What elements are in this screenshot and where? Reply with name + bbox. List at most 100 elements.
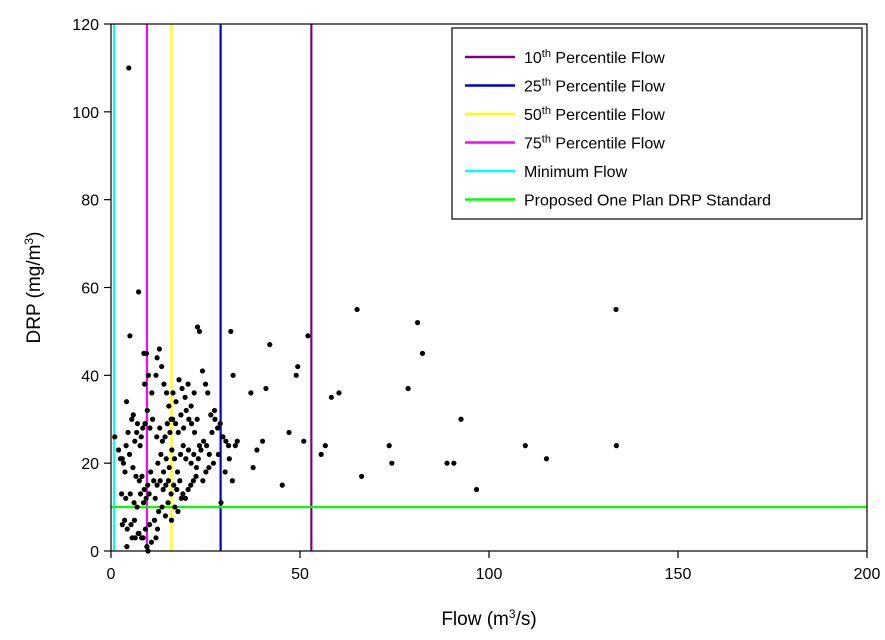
data-point	[203, 382, 208, 387]
data-point	[186, 417, 191, 422]
legend-label: Minimum Flow	[524, 164, 628, 181]
data-point	[189, 403, 194, 408]
data-point	[230, 373, 235, 378]
data-point	[155, 355, 160, 360]
data-point	[122, 518, 127, 523]
data-point	[175, 509, 180, 514]
data-point	[212, 408, 217, 413]
data-point	[122, 469, 127, 474]
data-point	[142, 487, 147, 492]
data-point	[162, 434, 167, 439]
x-axis-ticks: 0 50 100 150 200	[107, 551, 881, 583]
x-tick-label: 0	[107, 566, 116, 583]
data-point	[126, 65, 131, 70]
data-point	[203, 469, 208, 474]
data-point	[161, 487, 166, 492]
data-point	[161, 382, 166, 387]
data-point	[158, 452, 163, 457]
data-point	[146, 373, 151, 378]
y-axis-title: DRP (mg/m3)	[22, 232, 45, 344]
data-point	[186, 447, 191, 452]
data-point	[138, 443, 143, 448]
data-point	[280, 483, 285, 488]
data-point	[153, 373, 158, 378]
data-point	[174, 487, 179, 492]
data-point	[144, 544, 149, 549]
data-point	[130, 465, 135, 470]
y-axis-ticks: 020406080100120	[72, 17, 111, 561]
data-point	[420, 351, 425, 356]
data-point	[127, 452, 132, 457]
data-point	[172, 456, 177, 461]
data-point	[127, 333, 132, 338]
data-point	[167, 430, 172, 435]
data-point	[132, 518, 137, 523]
data-point	[160, 439, 165, 444]
data-point	[138, 491, 143, 496]
data-point	[254, 447, 259, 452]
data-point	[158, 478, 163, 483]
data-point	[235, 439, 240, 444]
data-point	[178, 452, 183, 457]
data-point	[132, 439, 137, 444]
data-point	[135, 421, 140, 426]
data-point	[177, 478, 182, 483]
legend-label: Proposed One Plan DRP Standard	[524, 193, 771, 210]
legend: 10th Percentile Flow25th Percentile Flow…	[452, 28, 862, 219]
y-tick-label: 40	[81, 368, 99, 385]
data-point	[223, 469, 228, 474]
data-point	[323, 443, 328, 448]
data-point	[207, 452, 212, 457]
data-point	[179, 386, 184, 391]
data-point	[170, 417, 175, 422]
data-point	[179, 496, 184, 501]
data-point	[406, 386, 411, 391]
x-tick-label: 50	[291, 566, 309, 583]
data-point	[131, 412, 136, 417]
data-point	[215, 425, 220, 430]
y-tick-label: 120	[72, 17, 99, 34]
data-point	[523, 443, 528, 448]
data-point	[149, 390, 154, 395]
data-point	[155, 526, 160, 531]
data-point	[148, 469, 153, 474]
data-point	[458, 417, 463, 422]
data-point	[172, 504, 177, 509]
data-point	[173, 421, 178, 426]
x-axis-title-tail: /s)	[516, 609, 537, 630]
data-point	[140, 425, 145, 430]
data-point	[191, 452, 196, 457]
data-point	[164, 390, 169, 395]
data-point	[175, 469, 180, 474]
data-point	[139, 434, 144, 439]
data-point	[191, 478, 196, 483]
data-point	[151, 478, 156, 483]
data-point	[144, 351, 149, 356]
data-point	[116, 447, 121, 452]
data-point	[176, 377, 181, 382]
data-point	[226, 443, 231, 448]
data-point	[230, 478, 235, 483]
data-point	[186, 487, 191, 492]
data-point	[188, 483, 193, 488]
data-point	[192, 390, 197, 395]
data-point	[295, 364, 300, 369]
data-point	[223, 439, 228, 444]
data-point	[186, 382, 191, 387]
data-point	[181, 443, 186, 448]
data-point	[169, 491, 174, 496]
data-point	[143, 526, 148, 531]
data-point	[220, 434, 225, 439]
data-point	[165, 500, 170, 505]
data-point	[319, 452, 324, 457]
data-point	[216, 452, 221, 457]
data-point	[167, 465, 172, 470]
data-point	[613, 307, 618, 312]
data-point	[166, 403, 171, 408]
data-point	[169, 447, 174, 452]
x-tick-label: 200	[854, 566, 881, 583]
data-point	[170, 390, 175, 395]
data-point	[263, 386, 268, 391]
data-point	[474, 487, 479, 492]
data-point	[118, 456, 123, 461]
